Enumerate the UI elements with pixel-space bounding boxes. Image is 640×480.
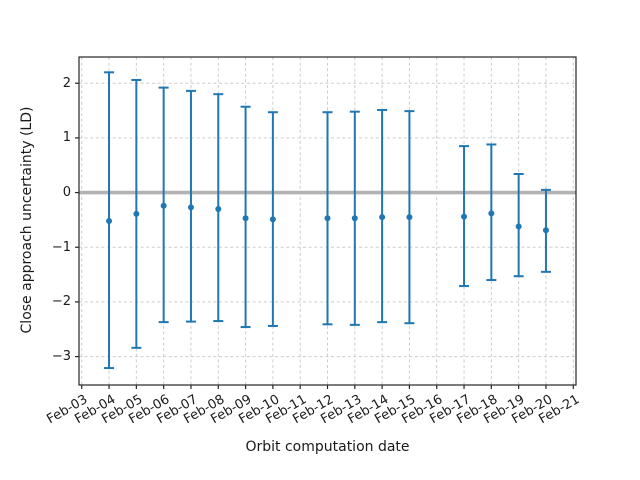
data-point-marker (406, 214, 413, 221)
y-tick-label: 1 (62, 130, 71, 146)
y-tick-label: −3 (51, 349, 71, 365)
data-point-marker (351, 215, 358, 222)
y-tick-label: 0 (62, 185, 71, 201)
data-point-marker (461, 213, 468, 220)
y-tick-label: −1 (51, 239, 71, 255)
data-point-marker (488, 210, 495, 217)
data-point-marker (242, 215, 249, 222)
data-point-marker (215, 205, 222, 212)
data-point-marker (269, 216, 276, 223)
data-point-marker (187, 204, 194, 211)
data-point-marker (379, 214, 386, 221)
x-axis-label: Orbit computation date (245, 439, 410, 455)
data-point-marker (324, 215, 331, 222)
y-tick-label: −2 (51, 294, 71, 310)
y-axis-label: Close approach uncertainty (LD) (19, 106, 35, 334)
y-tick-label: 2 (62, 75, 71, 91)
data-point-marker (542, 227, 549, 234)
data-point-marker (515, 223, 522, 230)
data-point-marker (160, 202, 167, 209)
data-point-marker (106, 218, 113, 224)
data-point-marker (133, 210, 140, 217)
